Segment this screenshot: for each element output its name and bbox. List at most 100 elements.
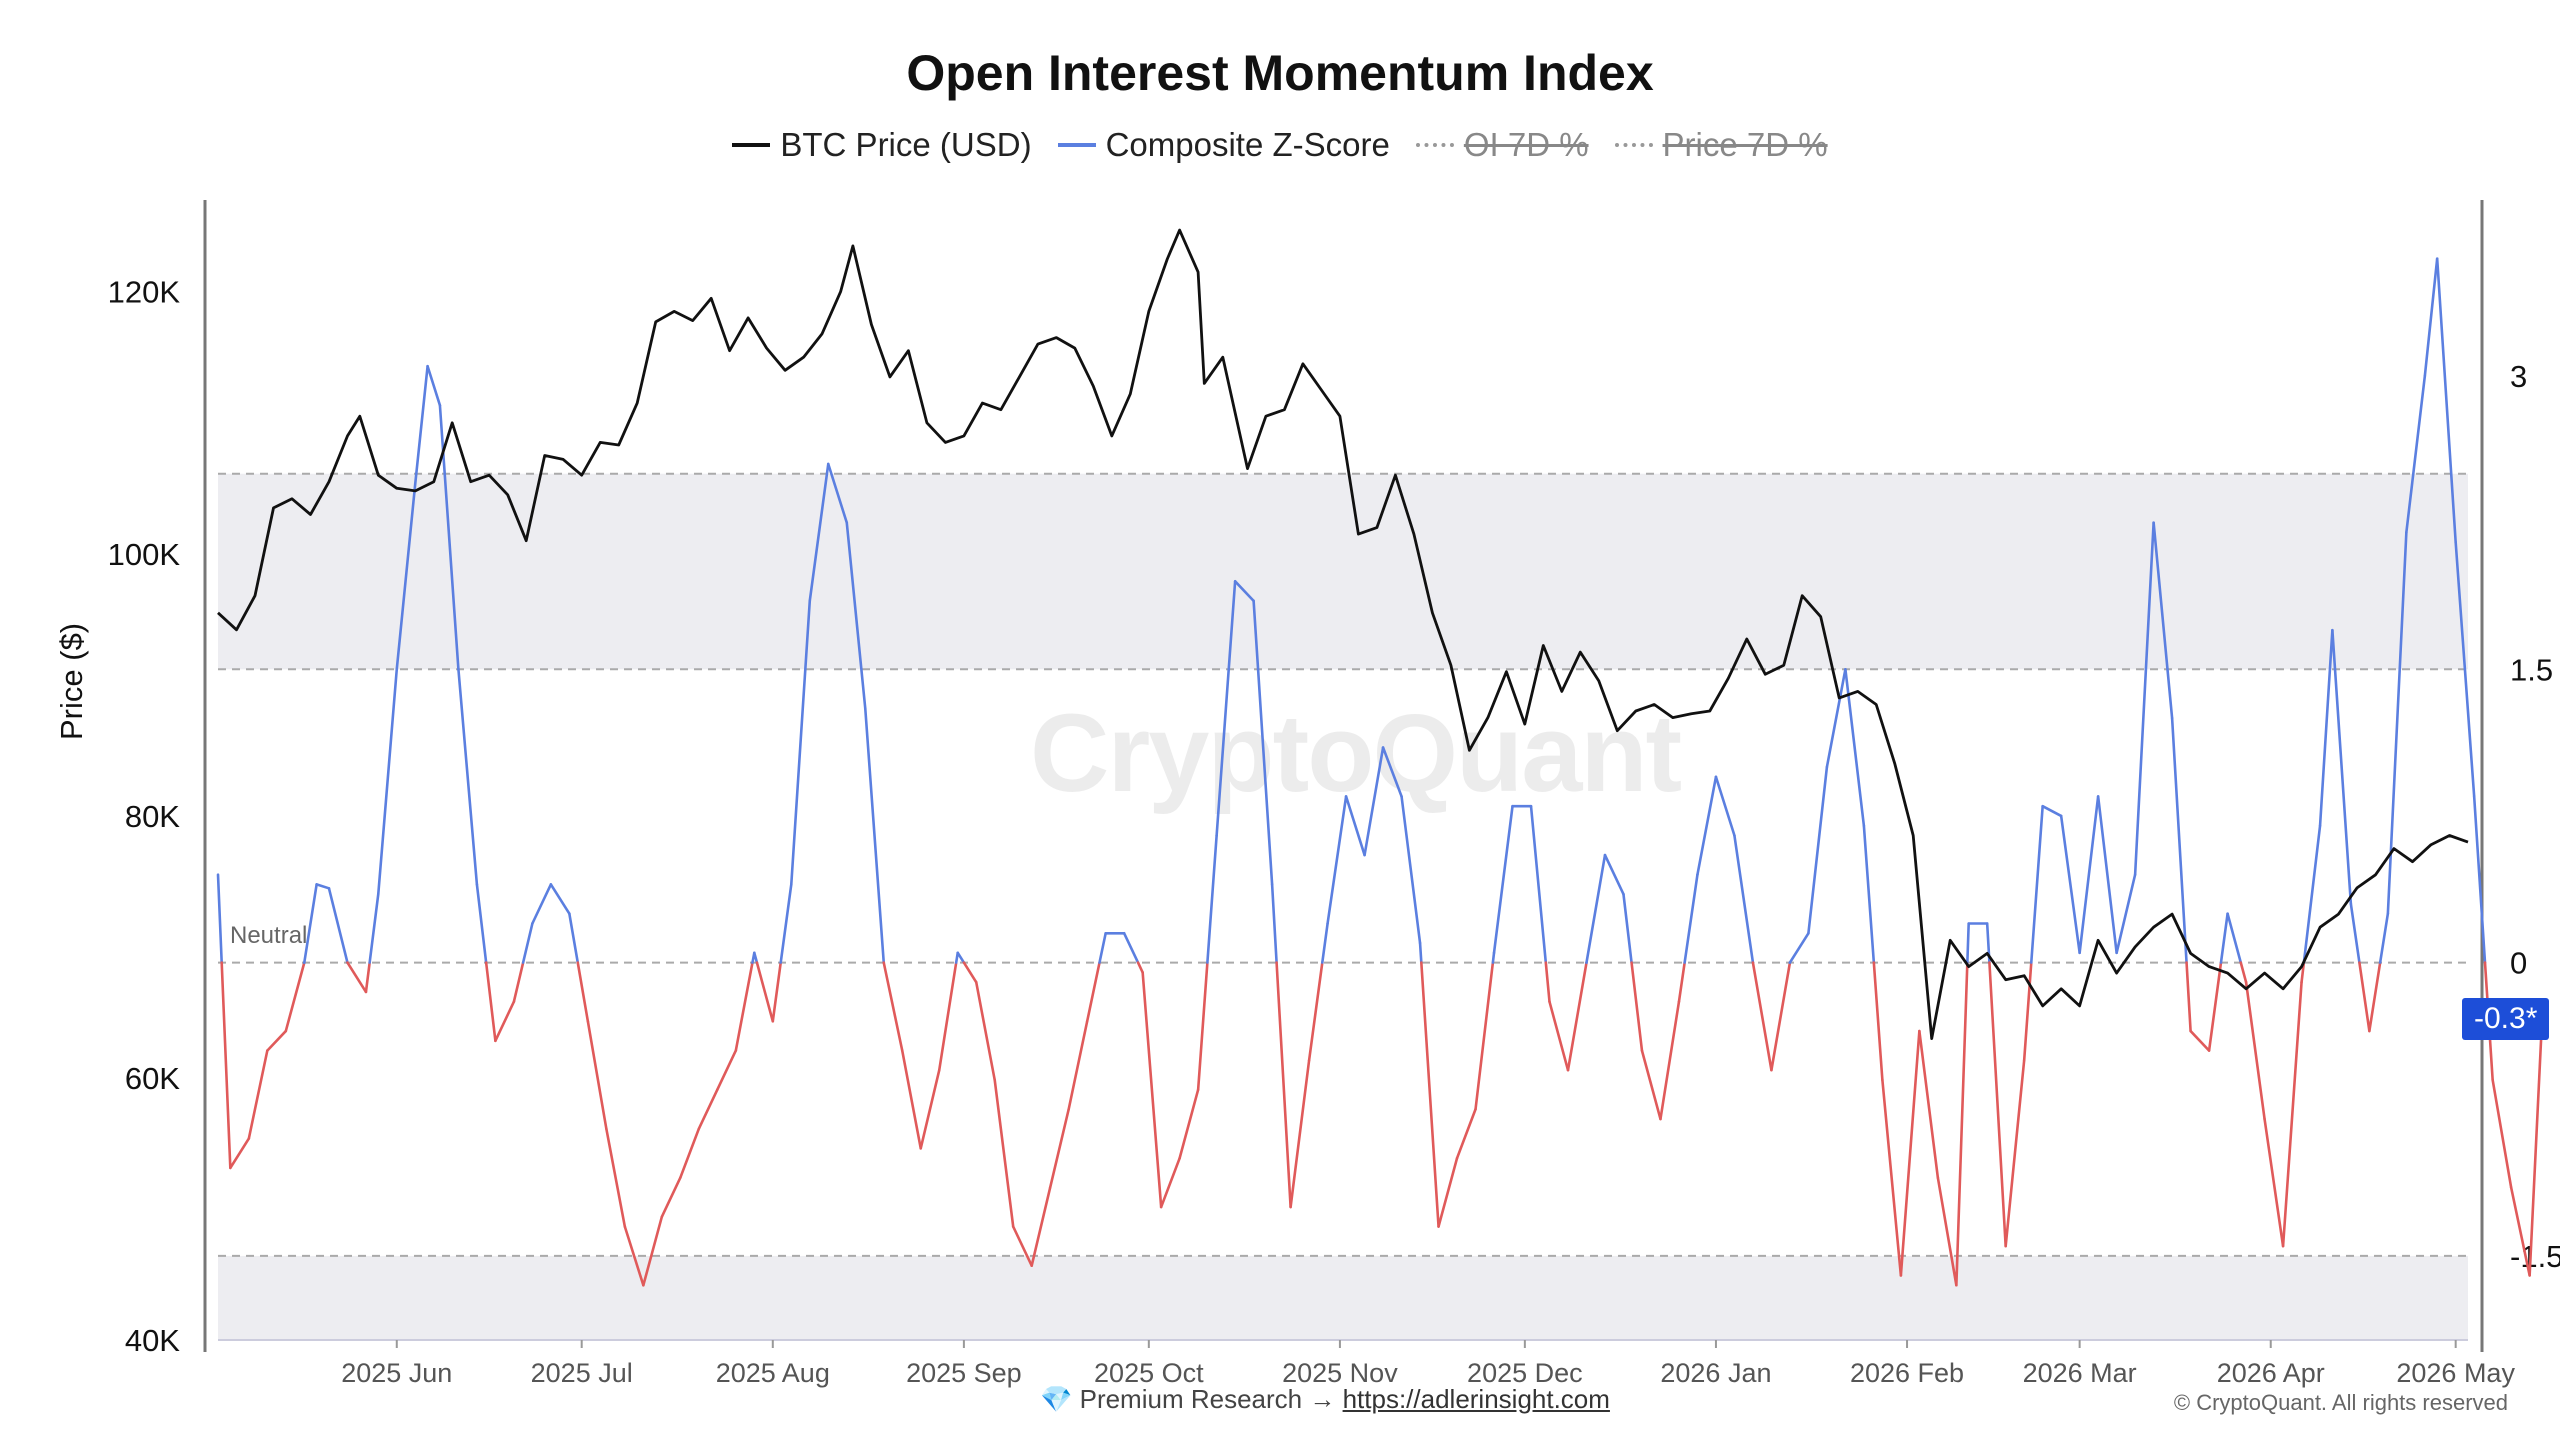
- zscore-segment: [1491, 951, 1496, 964]
- zscore-segment: [2041, 804, 2063, 818]
- zscore-segment: [2207, 961, 2223, 1052]
- zscore-segment: [2170, 716, 2188, 964]
- zscore-segment: [1474, 961, 1495, 1111]
- zscore-segment: [1622, 892, 1633, 964]
- zscore-segment: [1141, 971, 1163, 1209]
- zscore-segment: [1363, 746, 1385, 857]
- zscore-segment: [1196, 961, 1209, 1092]
- legend-label-price7d: Price 7D %: [1662, 126, 1828, 163]
- left-tick-label: 120K: [108, 275, 181, 310]
- zscore-segment: [755, 961, 775, 1023]
- x-tick-label: 2025 Jul: [531, 1358, 633, 1388]
- zscore-segment: [2454, 540, 2476, 798]
- zscore-segment: [1566, 961, 1588, 1072]
- zscore-segment: [2059, 814, 2081, 955]
- zscore-segment: [808, 462, 830, 603]
- zscore-segment: [1122, 931, 1140, 964]
- zscore-segment: [845, 521, 867, 710]
- zscore-segment: [2509, 1186, 2531, 1277]
- x-tick-label: 2025 Aug: [716, 1358, 830, 1388]
- zscore-segment: [1321, 922, 1329, 964]
- zscore-segment: [2368, 961, 2382, 1033]
- zscore-segment: [484, 961, 497, 1043]
- zscore-segment: [2491, 1078, 2513, 1189]
- zscore-segment: [863, 707, 886, 964]
- zscore-segment: [568, 912, 580, 964]
- zscore-segment: [1751, 961, 1773, 1072]
- zscore-segment: [1807, 765, 1829, 935]
- x-tick-label: 2025 Dec: [1467, 1358, 1583, 1388]
- zscore-segment: [2281, 980, 2303, 1248]
- zscore-segment: [605, 1127, 627, 1228]
- zscore-segment: [734, 961, 754, 1052]
- zscore-segment: [2219, 912, 2229, 964]
- zscore-segment: [586, 1019, 608, 1131]
- zscore-segment: [1696, 775, 1718, 876]
- zscore-segment: [303, 883, 318, 964]
- zscore-segment: [549, 883, 571, 916]
- zscore-segment: [364, 961, 371, 994]
- zscore-segment: [974, 980, 997, 1082]
- zscore-segment: [284, 961, 306, 1033]
- zscore-segment: [2244, 980, 2266, 1121]
- legend-swatch-price7d: [1614, 143, 1653, 147]
- legend-item-btc-price[interactable]: BTC Price (USD): [732, 126, 1032, 164]
- right-tick-label: -1.5: [2510, 1239, 2560, 1274]
- zscore-segment: [2022, 961, 2033, 1062]
- zscore-segment: [1275, 961, 1292, 1209]
- zscore-segment: [1630, 961, 1644, 1052]
- zscore-segment: [2331, 628, 2353, 906]
- zscore-segment: [1825, 667, 1847, 769]
- right-tick-label: 1.5: [2510, 652, 2553, 687]
- zscore-segment: [1966, 922, 1970, 964]
- zscore-segment: [623, 1225, 645, 1287]
- legend-label-btc: BTC Price (USD): [780, 126, 1032, 163]
- zscore-segment: [576, 961, 590, 1023]
- zscore-segment: [1585, 853, 1607, 964]
- legend-item-oi7d[interactable]: OI 7D %: [1415, 126, 1589, 164]
- zscore-segment: [2386, 531, 2408, 916]
- zscore-segment: [2263, 1117, 2285, 1248]
- zscore-segment: [1548, 1000, 1570, 1072]
- shaded-band-1: [218, 1255, 2468, 1340]
- zscore-segment: [697, 1088, 719, 1131]
- zscore-segment: [716, 1049, 738, 1092]
- legend-item-zscore[interactable]: Composite Z-Score: [1057, 126, 1390, 164]
- zscore-segment: [1714, 775, 1736, 837]
- zscore-segment: [1159, 1156, 1181, 1209]
- zscore-segment: [475, 883, 488, 964]
- zscore-segment: [2185, 961, 2192, 1033]
- zscore-segment: [2358, 961, 2371, 1033]
- zscore-segment: [512, 961, 525, 1004]
- copyright: © CryptoQuant. All rights reserved: [2173, 1390, 2508, 1415]
- zscore-segment: [1178, 1088, 1200, 1160]
- zscore-segment: [2189, 1029, 2211, 1052]
- zscore-segment: [1233, 580, 1255, 603]
- y-axis-label: Price ($): [54, 622, 89, 740]
- zscore-segment: [1677, 961, 1686, 1004]
- zscore-segment: [1136, 961, 1144, 974]
- x-tick-label: 2026 Feb: [1850, 1358, 1964, 1388]
- zscore-segment: [1872, 961, 1884, 1082]
- zscore-segment: [1215, 580, 1237, 837]
- zscore-segment: [962, 961, 978, 984]
- zscore-segment: [1030, 1186, 1052, 1267]
- zscore-segment: [1899, 1029, 1921, 1277]
- zscore-segment: [457, 667, 479, 886]
- legend-item-price7d[interactable]: Price 7D %: [1614, 126, 1828, 164]
- zscore-segment: [679, 1127, 701, 1180]
- shaded-band-0: [218, 473, 2468, 670]
- zscore-segment: [1344, 795, 1366, 857]
- zscore-segment: [2318, 628, 2334, 828]
- x-tick-label: 2025 Sep: [906, 1358, 1022, 1388]
- zscore-segment: [1067, 1019, 1089, 1111]
- zscore-segment: [2472, 795, 2487, 964]
- footer-prefix: 💎 Premium Research →: [1040, 1384, 1336, 1414]
- zscore-segment: [1011, 1225, 1033, 1267]
- zscore-segment: [531, 883, 553, 925]
- x-tick-label: 2025 Oct: [1094, 1358, 1204, 1388]
- footer-link[interactable]: https://adlerinsight.com: [1342, 1384, 1610, 1414]
- legend-label-oi7d: OI 7D %: [1463, 126, 1589, 163]
- zscore-segment: [2349, 902, 2361, 964]
- current-value-badge: -0.3*: [2462, 998, 2550, 1040]
